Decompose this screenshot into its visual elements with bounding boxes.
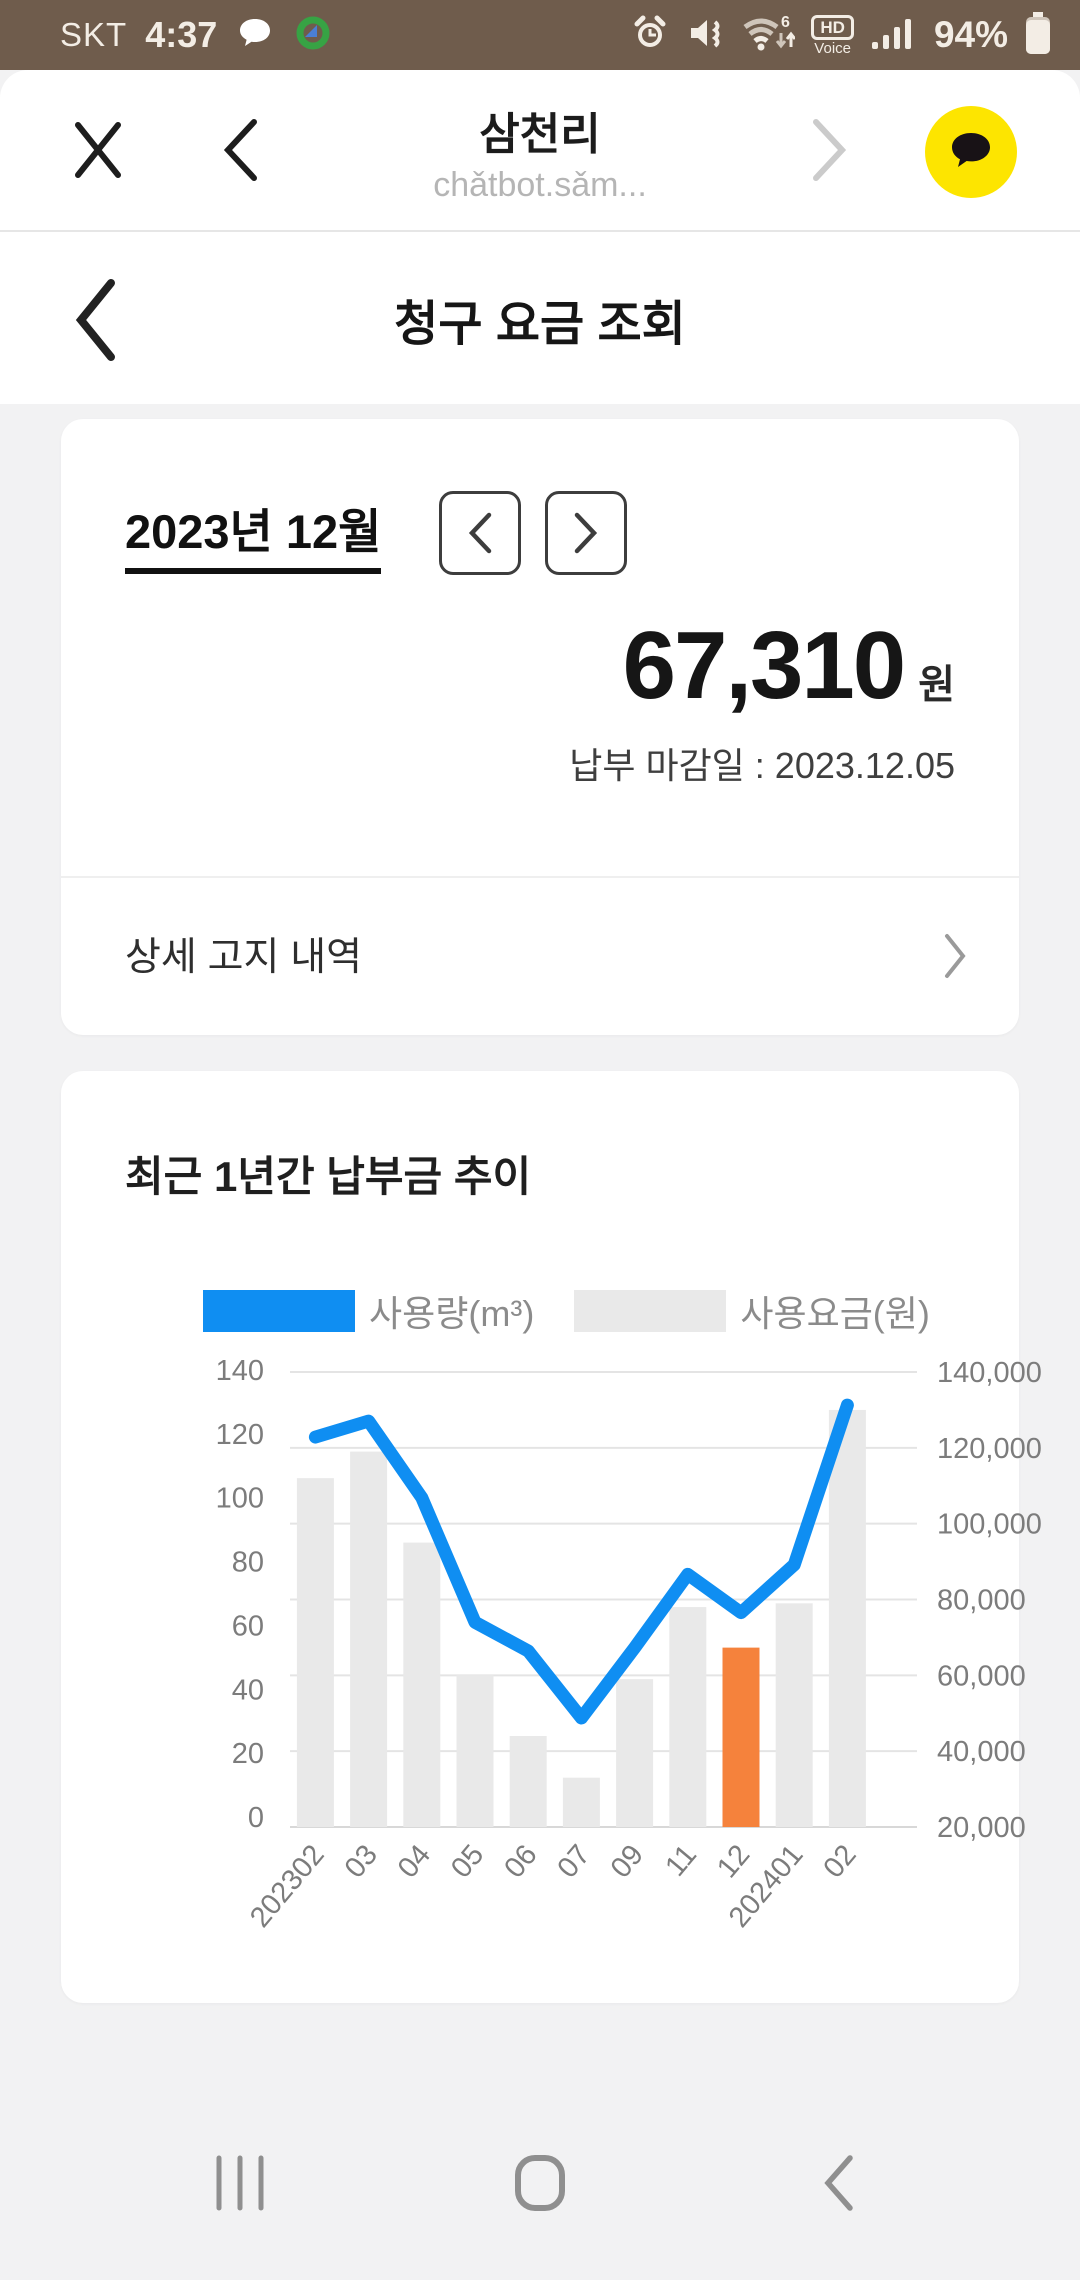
status-bar: SKT 4:37 6 HD Voice: [0, 0, 1080, 70]
battery-icon: [1024, 10, 1052, 61]
home-icon: [515, 2155, 565, 2211]
bill-detail-link[interactable]: 상세 고지 내역: [61, 878, 1019, 1035]
status-clock: 4:37: [145, 14, 218, 55]
battery-percent: 94%: [933, 14, 1008, 55]
back-button[interactable]: [818, 2154, 858, 2215]
svg-text:11: 11: [659, 1839, 703, 1883]
recents-icon: [216, 2155, 264, 2211]
svg-text:120: 120: [216, 1419, 264, 1451]
signal-icon: [870, 14, 918, 57]
svg-text:140,000: 140,000: [937, 1357, 1042, 1389]
kakaotalk-button[interactable]: [925, 106, 1017, 198]
svg-text:100: 100: [216, 1483, 264, 1515]
sync-icon: [293, 13, 333, 58]
mute-icon: [685, 14, 725, 57]
home-button[interactable]: [512, 2154, 568, 2215]
svg-text:20,000: 20,000: [937, 1812, 1026, 1844]
legend-fee-swatch: [574, 1290, 727, 1332]
svg-text:40: 40: [232, 1674, 264, 1706]
browser-forward-button[interactable]: [800, 116, 856, 186]
chart-title: 최근 1년간 납부금 추이: [125, 1153, 532, 1200]
svg-text:120,000: 120,000: [937, 1433, 1042, 1465]
carrier-label: SKT: [60, 16, 128, 53]
chart-card: 최근 1년간 납부금 추이 사용량(m³) 사용요금(원) 140,000 120…: [61, 1071, 1042, 2003]
billing-month-label: 2023년 12월: [125, 493, 382, 574]
browser-back-button[interactable]: [212, 116, 268, 186]
svg-text:40,000: 40,000: [937, 1736, 1026, 1768]
legend-usage-swatch: [203, 1290, 355, 1332]
bill-detail-label: 상세 고지 내역: [125, 936, 362, 979]
back-icon: [824, 2155, 853, 2211]
page-back-button[interactable]: [60, 274, 130, 364]
kakaotalk-icon: [945, 125, 997, 180]
payment-trend-chart: 140,000 120,000 100,000 80,000 60,000 40,000 2…: [216, 1355, 1042, 1934]
svg-text:100,000: 100,000: [937, 1509, 1042, 1541]
alarm-icon: [631, 14, 669, 57]
browser-header: 삼천리 chǎtbot.sǎm...: [0, 70, 1080, 232]
kakaotalk-notification-icon: [235, 13, 275, 58]
svg-text:6: 6: [781, 14, 790, 31]
close-button[interactable]: [66, 116, 130, 186]
legend-usage-label: 사용량(m³): [369, 1293, 535, 1334]
svg-text:60,000: 60,000: [937, 1660, 1026, 1692]
page-title: 청구 요금 조회: [394, 298, 686, 351]
prev-month-button[interactable]: [439, 491, 522, 575]
hd-voice-badge: HD Voice: [811, 14, 854, 56]
wifi-icon: 6: [741, 13, 797, 58]
billing-card: 2023년 12월 67,310 원 납부 마감일 : 2023.12.05 상세…: [61, 419, 1019, 1035]
android-nav-bar: [0, 2130, 1080, 2280]
divider: [61, 876, 1019, 878]
svg-text:02: 02: [818, 1839, 863, 1884]
legend-fee-label: 사용요금(원): [740, 1293, 930, 1334]
svg-text:140: 140: [216, 1355, 264, 1387]
svg-text:04: 04: [392, 1839, 437, 1884]
due-date: 납부 마감일 : 2023.12.05: [569, 745, 955, 786]
chevron-right-icon: [945, 934, 966, 978]
svg-text:80: 80: [232, 1547, 264, 1579]
svg-text:07: 07: [552, 1839, 597, 1884]
svg-text:09: 09: [605, 1839, 650, 1884]
recents-button[interactable]: [214, 2154, 266, 2215]
svg-text:20: 20: [232, 1738, 264, 1770]
svg-text:06: 06: [498, 1839, 543, 1884]
bill-currency: 원: [918, 663, 955, 707]
svg-text:05: 05: [445, 1839, 490, 1884]
page-header: 청구 요금 조회: [0, 232, 1080, 404]
next-month-button[interactable]: [545, 491, 628, 575]
site-url: chǎtbot.sǎm...: [433, 166, 647, 204]
svg-text:12: 12: [711, 1839, 756, 1884]
svg-text:60: 60: [232, 1610, 264, 1642]
svg-text:202302: 202302: [244, 1839, 331, 1934]
svg-text:0: 0: [248, 1802, 264, 1834]
chart-legend: 사용량(m³) 사용요금(원): [203, 1289, 963, 1334]
bill-amount: 67,310: [622, 612, 907, 719]
svg-text:80,000: 80,000: [937, 1585, 1026, 1617]
svg-text:03: 03: [339, 1839, 384, 1884]
site-title: 삼천리: [479, 110, 601, 159]
